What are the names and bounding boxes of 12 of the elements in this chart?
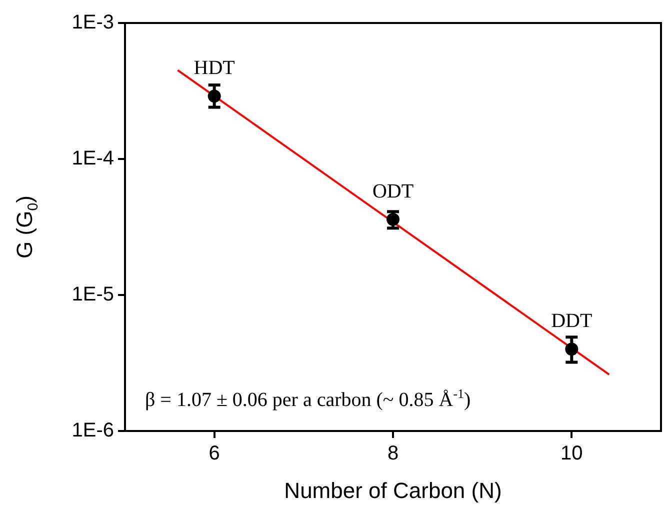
y-tick-label: 1E-4 — [72, 148, 114, 170]
annotation: DDT — [551, 310, 592, 332]
y-axis-title: G (G0) — [12, 196, 42, 258]
y-tick-label: 1E-3 — [72, 12, 114, 34]
x-tick-label: 6 — [208, 442, 220, 465]
y-tick-label: 1E-5 — [72, 284, 114, 306]
x-tick-label: 10 — [560, 442, 583, 465]
x-axis-title: Number of Carbon (N) — [284, 478, 502, 503]
x-tick-label: 8 — [387, 442, 399, 465]
y-tick-label: 1E-6 — [72, 420, 114, 442]
annotation: ODT — [372, 180, 414, 202]
annotation: HDT — [194, 57, 235, 80]
